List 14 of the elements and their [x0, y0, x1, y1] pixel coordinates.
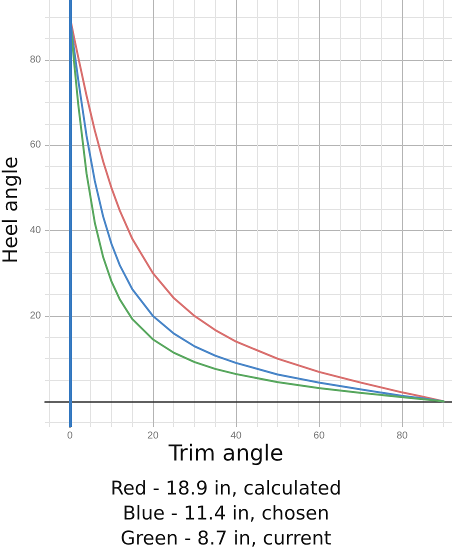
x-tick-label: 40 [230, 430, 242, 442]
y-tick-label: 60 [30, 140, 42, 151]
text: Red - 18.9 in, calculated [110, 478, 342, 500]
y-tick-label: 40 [30, 225, 42, 236]
text: Green - 8.7 in, current [120, 528, 332, 550]
text: Blue - 11.4 in, chosen [122, 502, 330, 524]
x-tick-label: 60 [314, 430, 326, 442]
y-axis-title: Heel angle [0, 156, 22, 264]
x-axis-title: Trim angle [168, 442, 284, 466]
y-tick-label: 20 [30, 310, 42, 322]
x-tick-label: 0 [67, 430, 74, 442]
x-tick-label: 80 [396, 430, 408, 442]
y-tick-label: 80 [30, 54, 42, 66]
x-tick-label: 20 [147, 430, 159, 442]
